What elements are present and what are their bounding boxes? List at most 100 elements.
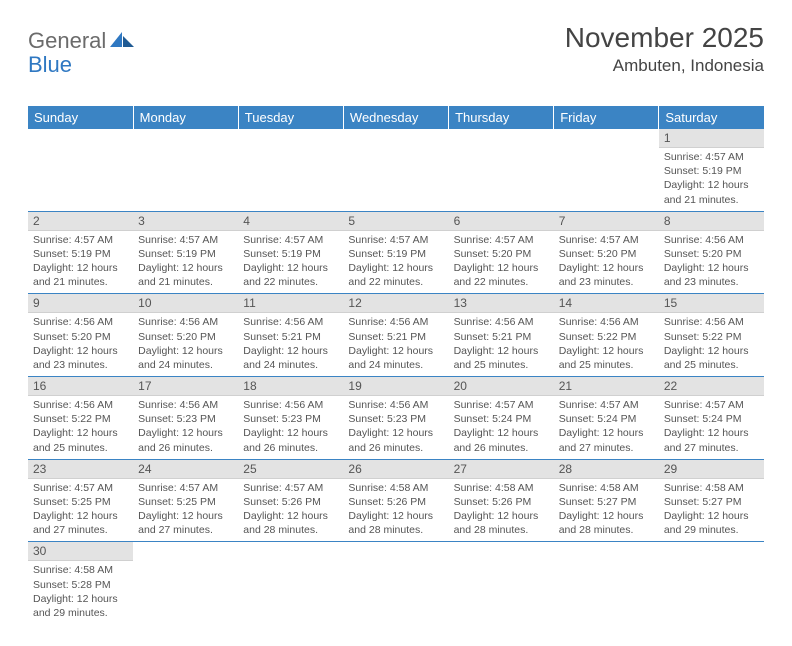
location: Ambuten, Indonesia — [565, 56, 764, 76]
day-details: Sunrise: 4:57 AMSunset: 5:20 PMDaylight:… — [554, 231, 659, 294]
day-details: Sunrise: 4:57 AMSunset: 5:25 PMDaylight:… — [28, 479, 133, 542]
day-cell: 1Sunrise: 4:57 AMSunset: 5:19 PMDaylight… — [659, 129, 764, 211]
day-details: Sunrise: 4:57 AMSunset: 5:24 PMDaylight:… — [449, 396, 554, 459]
day-details: Sunrise: 4:57 AMSunset: 5:20 PMDaylight:… — [449, 231, 554, 294]
day-cell: 18Sunrise: 4:56 AMSunset: 5:23 PMDayligh… — [238, 377, 343, 460]
day-number: 28 — [554, 460, 659, 479]
day-number: 24 — [133, 460, 238, 479]
day-details: Sunrise: 4:57 AMSunset: 5:19 PMDaylight:… — [238, 231, 343, 294]
day-details: Sunrise: 4:58 AMSunset: 5:27 PMDaylight:… — [659, 479, 764, 542]
day-number: 5 — [343, 212, 448, 231]
day-header: Saturday — [659, 106, 764, 129]
day-details: Sunrise: 4:56 AMSunset: 5:21 PMDaylight:… — [449, 313, 554, 376]
day-number: 22 — [659, 377, 764, 396]
day-number: 15 — [659, 294, 764, 313]
day-cell: 21Sunrise: 4:57 AMSunset: 5:24 PMDayligh… — [554, 377, 659, 460]
day-cell: 26Sunrise: 4:58 AMSunset: 5:26 PMDayligh… — [343, 459, 448, 542]
day-details: Sunrise: 4:58 AMSunset: 5:26 PMDaylight:… — [449, 479, 554, 542]
day-cell: 15Sunrise: 4:56 AMSunset: 5:22 PMDayligh… — [659, 294, 764, 377]
day-cell: 17Sunrise: 4:56 AMSunset: 5:23 PMDayligh… — [133, 377, 238, 460]
day-header: Sunday — [28, 106, 133, 129]
day-details: Sunrise: 4:56 AMSunset: 5:22 PMDaylight:… — [554, 313, 659, 376]
day-number: 8 — [659, 212, 764, 231]
day-cell: 29Sunrise: 4:58 AMSunset: 5:27 PMDayligh… — [659, 459, 764, 542]
day-cell: 28Sunrise: 4:58 AMSunset: 5:27 PMDayligh… — [554, 459, 659, 542]
logo-text-blue: Blue — [28, 52, 72, 77]
day-header-row: SundayMondayTuesdayWednesdayThursdayFrid… — [28, 106, 764, 129]
day-number: 6 — [449, 212, 554, 231]
day-number: 16 — [28, 377, 133, 396]
day-details: Sunrise: 4:57 AMSunset: 5:26 PMDaylight:… — [238, 479, 343, 542]
day-cell: 24Sunrise: 4:57 AMSunset: 5:25 PMDayligh… — [133, 459, 238, 542]
day-number: 26 — [343, 460, 448, 479]
logo-sail-icon — [109, 30, 135, 50]
day-details: Sunrise: 4:57 AMSunset: 5:19 PMDaylight:… — [28, 231, 133, 294]
day-cell: 3Sunrise: 4:57 AMSunset: 5:19 PMDaylight… — [133, 211, 238, 294]
day-details: Sunrise: 4:56 AMSunset: 5:23 PMDaylight:… — [343, 396, 448, 459]
logo: General — [28, 28, 137, 54]
day-cell — [133, 129, 238, 211]
day-details: Sunrise: 4:56 AMSunset: 5:22 PMDaylight:… — [659, 313, 764, 376]
day-number: 12 — [343, 294, 448, 313]
day-cell: 10Sunrise: 4:56 AMSunset: 5:20 PMDayligh… — [133, 294, 238, 377]
day-cell: 27Sunrise: 4:58 AMSunset: 5:26 PMDayligh… — [449, 459, 554, 542]
day-number: 4 — [238, 212, 343, 231]
day-cell: 22Sunrise: 4:57 AMSunset: 5:24 PMDayligh… — [659, 377, 764, 460]
day-details: Sunrise: 4:57 AMSunset: 5:24 PMDaylight:… — [659, 396, 764, 459]
week-row: 2Sunrise: 4:57 AMSunset: 5:19 PMDaylight… — [28, 211, 764, 294]
day-cell: 23Sunrise: 4:57 AMSunset: 5:25 PMDayligh… — [28, 459, 133, 542]
day-details: Sunrise: 4:56 AMSunset: 5:23 PMDaylight:… — [238, 396, 343, 459]
day-cell: 11Sunrise: 4:56 AMSunset: 5:21 PMDayligh… — [238, 294, 343, 377]
day-details: Sunrise: 4:57 AMSunset: 5:24 PMDaylight:… — [554, 396, 659, 459]
day-cell: 2Sunrise: 4:57 AMSunset: 5:19 PMDaylight… — [28, 211, 133, 294]
day-header: Thursday — [449, 106, 554, 129]
day-cell — [28, 129, 133, 211]
logo-text-gray: General — [28, 28, 106, 54]
day-details: Sunrise: 4:56 AMSunset: 5:20 PMDaylight:… — [133, 313, 238, 376]
calendar-body: 1 Sunrise: 4:57 AMSunset: 5:19 PMDaylight… — [28, 129, 764, 624]
day-number: 3 — [133, 212, 238, 231]
day-header: Tuesday — [238, 106, 343, 129]
day-details: Sunrise: 4:56 AMSunset: 5:20 PMDaylight:… — [28, 313, 133, 376]
day-details: Sunrise: 4:57 AMSunset: 5:19 PMDaylight:… — [133, 231, 238, 294]
week-row: 16Sunrise: 4:56 AMSunset: 5:22 PMDayligh… — [28, 377, 764, 460]
day-cell: 16Sunrise: 4:56 AMSunset: 5:22 PMDayligh… — [28, 377, 133, 460]
day-details: Sunrise: 4:56 AMSunset: 5:22 PMDaylight:… — [28, 396, 133, 459]
day-number: 11 — [238, 294, 343, 313]
day-header: Friday — [554, 106, 659, 129]
day-details: Sunrise: 4:57 AMSunset: 5:19 PMDaylight:… — [343, 231, 448, 294]
day-details: Sunrise: 4:56 AMSunset: 5:20 PMDaylight:… — [659, 231, 764, 294]
logo-blue-wrap: Blue — [28, 52, 72, 78]
day-details: Sunrise: 4:58 AMSunset: 5:28 PMDaylight:… — [28, 561, 133, 624]
day-header: Monday — [133, 106, 238, 129]
day-number: 30 — [28, 542, 133, 561]
day-cell: 8Sunrise: 4:56 AMSunset: 5:20 PMDaylight… — [659, 211, 764, 294]
day-number: 18 — [238, 377, 343, 396]
day-header: Wednesday — [343, 106, 448, 129]
day-number: 2 — [28, 212, 133, 231]
week-row: 9Sunrise: 4:56 AMSunset: 5:20 PMDaylight… — [28, 294, 764, 377]
day-number: 19 — [343, 377, 448, 396]
day-details: Sunrise: 4:58 AMSunset: 5:27 PMDaylight:… — [554, 479, 659, 542]
day-number: 14 — [554, 294, 659, 313]
day-number: 25 — [238, 460, 343, 479]
day-cell: 25Sunrise: 4:57 AMSunset: 5:26 PMDayligh… — [238, 459, 343, 542]
week-row: 23Sunrise: 4:57 AMSunset: 5:25 PMDayligh… — [28, 459, 764, 542]
day-cell: 14Sunrise: 4:56 AMSunset: 5:22 PMDayligh… — [554, 294, 659, 377]
day-cell — [554, 129, 659, 211]
day-cell: 12Sunrise: 4:56 AMSunset: 5:21 PMDayligh… — [343, 294, 448, 377]
day-cell: 9Sunrise: 4:56 AMSunset: 5:20 PMDaylight… — [28, 294, 133, 377]
calendar-page: General November 2025 Ambuten, Indonesia… — [0, 0, 792, 646]
month-title: November 2025 — [565, 22, 764, 54]
day-details: Sunrise: 4:56 AMSunset: 5:21 PMDaylight:… — [343, 313, 448, 376]
day-cell: 19Sunrise: 4:56 AMSunset: 5:23 PMDayligh… — [343, 377, 448, 460]
day-cell: 4Sunrise: 4:57 AMSunset: 5:19 PMDaylight… — [238, 211, 343, 294]
day-number: 1 — [659, 129, 764, 148]
week-row: 1Sunrise: 4:57 AMSunset: 5:19 PMDaylight… — [28, 129, 764, 211]
day-cell — [238, 129, 343, 211]
day-cell — [343, 129, 448, 211]
day-number: 7 — [554, 212, 659, 231]
day-details: Sunrise: 4:58 AMSunset: 5:26 PMDaylight:… — [343, 479, 448, 542]
day-number: 29 — [659, 460, 764, 479]
day-number: 27 — [449, 460, 554, 479]
